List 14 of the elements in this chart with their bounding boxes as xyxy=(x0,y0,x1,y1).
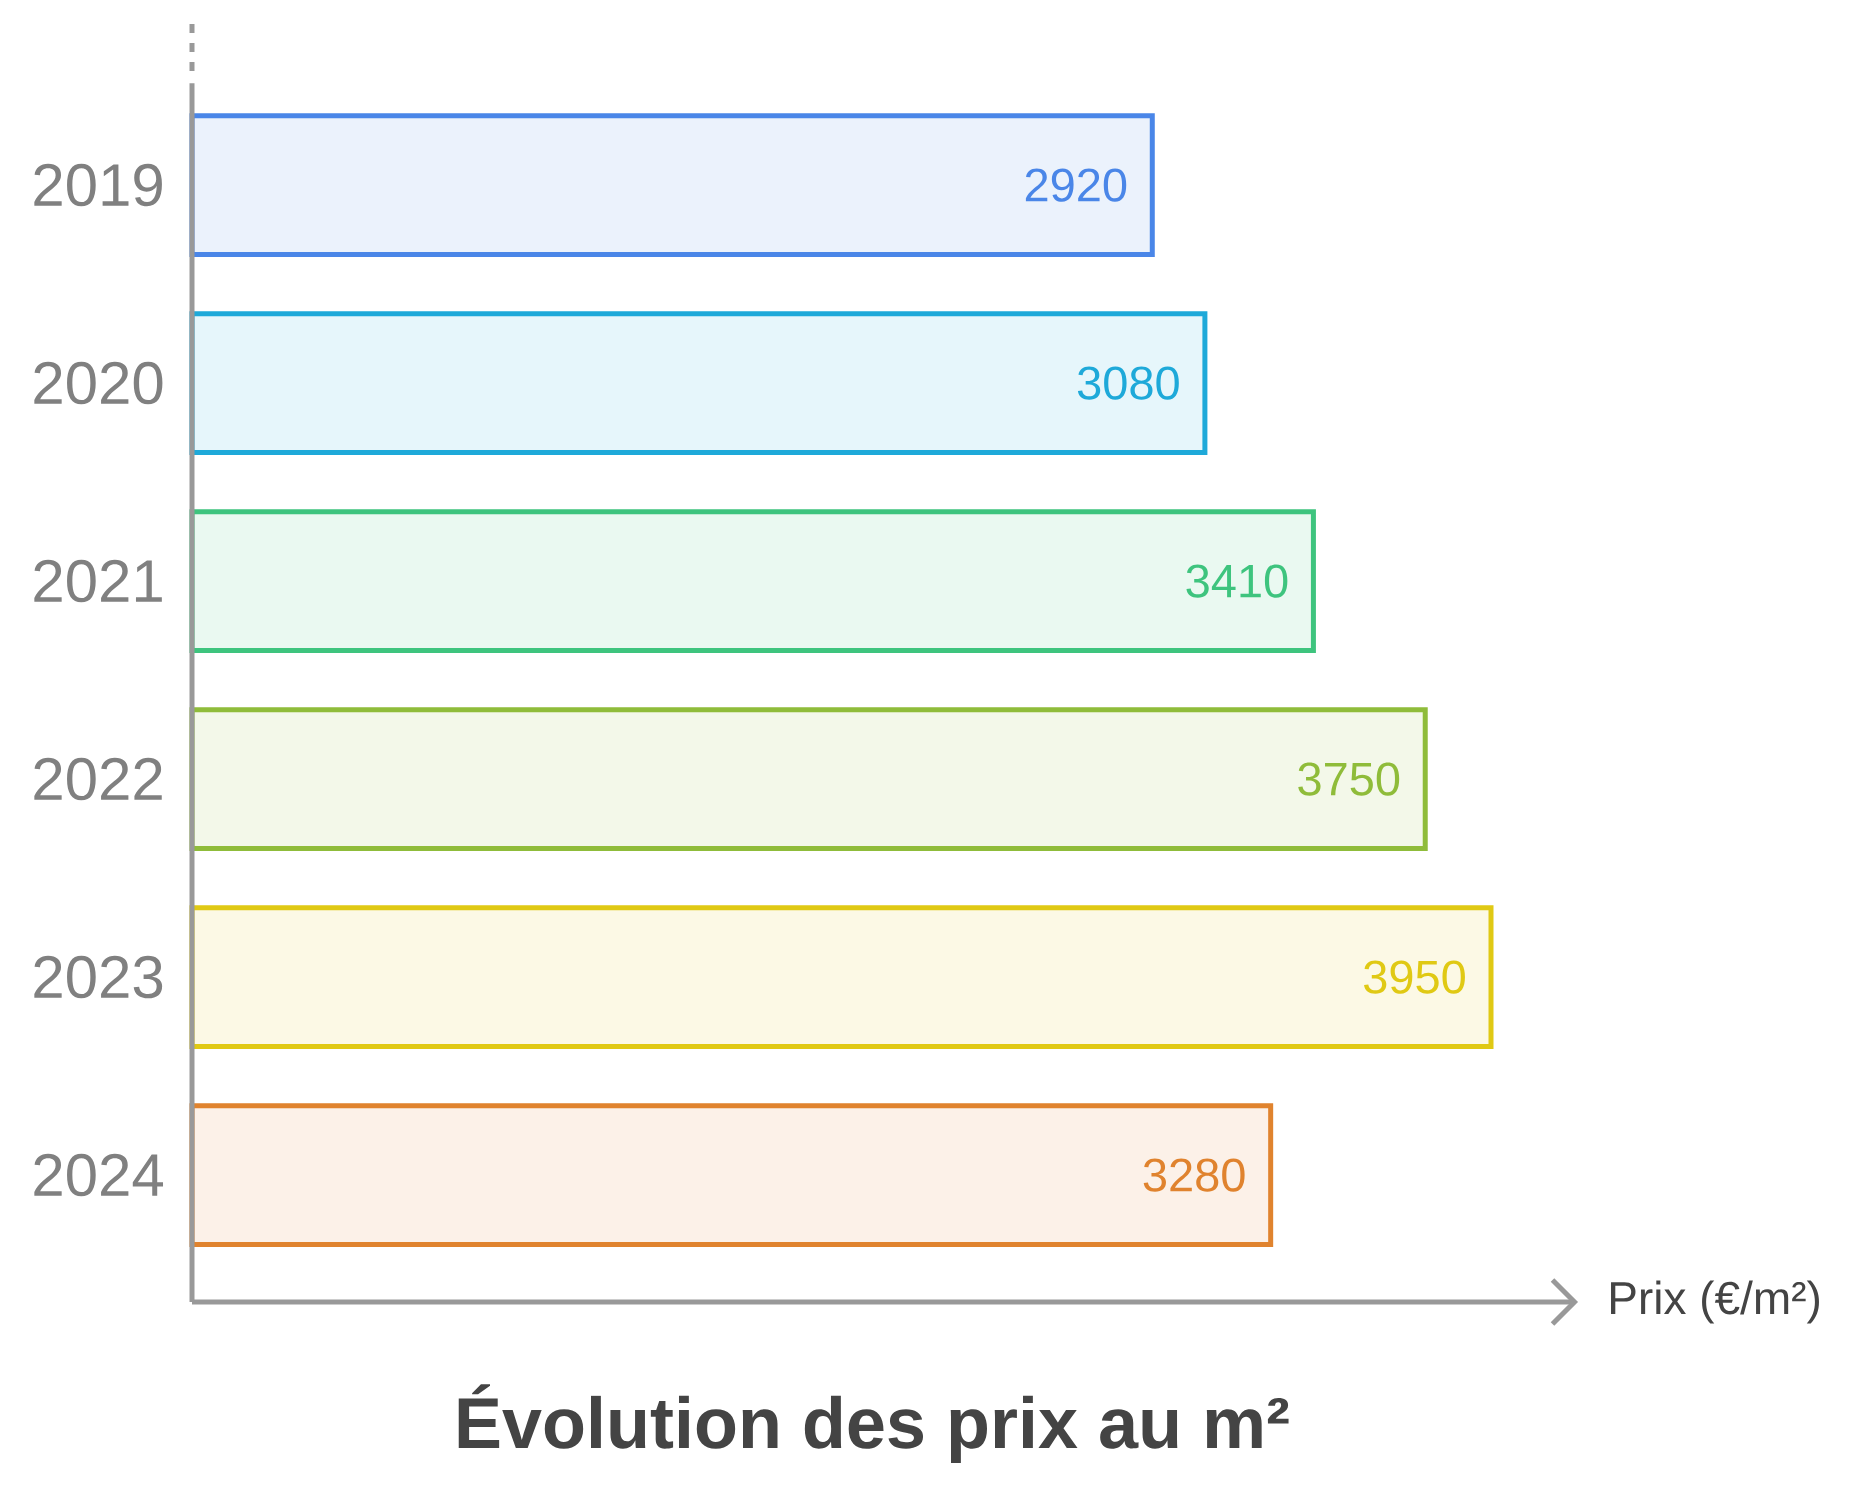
y-tick-label: 2024 xyxy=(34,1153,164,1197)
x-axis-title: Prix (€/m²) xyxy=(1611,1280,1819,1324)
y-tick-label: 2023 xyxy=(34,955,163,999)
data-label: 3410 xyxy=(1186,564,1288,598)
data-label: 3950 xyxy=(1364,960,1465,994)
data-label: 2920 xyxy=(1025,168,1127,202)
data-label: 3280 xyxy=(1143,1158,1245,1192)
data-label: 3080 xyxy=(1077,366,1179,400)
y-tick-label: 2020 xyxy=(34,361,163,405)
text: Évolution des prix au m² xyxy=(458,1384,1289,1463)
y-tick-label: 2019 xyxy=(34,163,162,207)
data-label: 3750 xyxy=(1298,762,1400,796)
y-tick-label: 2021 xyxy=(34,559,162,603)
y-tick-label: 2022 xyxy=(34,757,162,801)
